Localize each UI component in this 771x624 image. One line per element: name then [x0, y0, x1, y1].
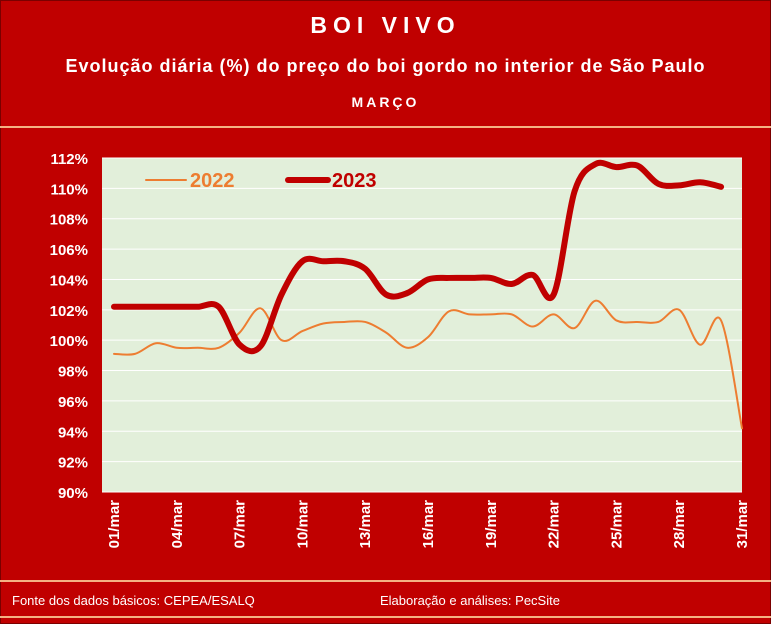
x-tick-label: 31/mar [734, 500, 751, 549]
x-tick-label: 25/mar [608, 500, 625, 549]
y-tick-label: 100% [50, 333, 88, 350]
y-tick-label: 96% [58, 394, 88, 411]
series-line-2023 [111, 159, 725, 355]
x-tick-label: 19/mar [483, 500, 500, 549]
header-divider [0, 126, 771, 128]
y-tick-label: 112% [50, 151, 88, 168]
y-tick-label: 94% [58, 424, 88, 441]
footer-divider [0, 580, 771, 582]
y-tick-label: 92% [58, 455, 88, 472]
plot-background [102, 158, 742, 492]
x-tick-label: 10/mar [294, 500, 311, 549]
line-chart-svg: 90% 92% 94% 96% 98% 100% 102% 104% 106% 108% 110% 1… [50, 151, 751, 549]
x-tick-label: 28/mar [671, 500, 688, 549]
chart-area: 90% 92% 94% 96% 98% 100% 102% 104% 106% 108% 110% 1… [4, 134, 767, 574]
x-tick-label: 13/mar [357, 500, 374, 549]
x-tick-label: 22/mar [546, 500, 563, 549]
y-tick-label: 102% [50, 303, 88, 320]
x-tick-label: 07/mar [232, 500, 249, 549]
chart-subtitle: Evolução diária (%) do preço do boi gord… [65, 56, 706, 76]
y-tick-label: 110% [50, 181, 88, 198]
credits-note: Elaboração e análises: PecSite [380, 593, 560, 608]
x-tick-label: 04/mar [169, 500, 186, 549]
y-tick-label: 90% [58, 485, 88, 502]
chart-title: BOI VIVO [310, 12, 461, 38]
legend-label-2022: 2022 [190, 170, 235, 192]
y-tick-label: 106% [50, 242, 88, 259]
chart-month-label: MARÇO [351, 94, 420, 110]
y-tick-label: 98% [58, 364, 88, 381]
x-tick-label: 01/mar [106, 500, 123, 549]
source-note: Fonte dos dados básicos: CEPEA/ESALQ [12, 593, 255, 608]
chart-header: BOI VIVO Evolução diária (%) do preço do… [0, 0, 771, 122]
y-tick-label: 108% [50, 212, 88, 229]
series-line-2022 [113, 299, 743, 430]
bottom-divider [0, 616, 771, 618]
x-tick-label: 16/mar [420, 500, 437, 549]
y-tick-label: 104% [50, 272, 88, 289]
chart-footer: Fonte dos dados básicos: CEPEA/ESALQ Ela… [0, 588, 771, 614]
legend-label-2023: 2023 [332, 170, 377, 192]
